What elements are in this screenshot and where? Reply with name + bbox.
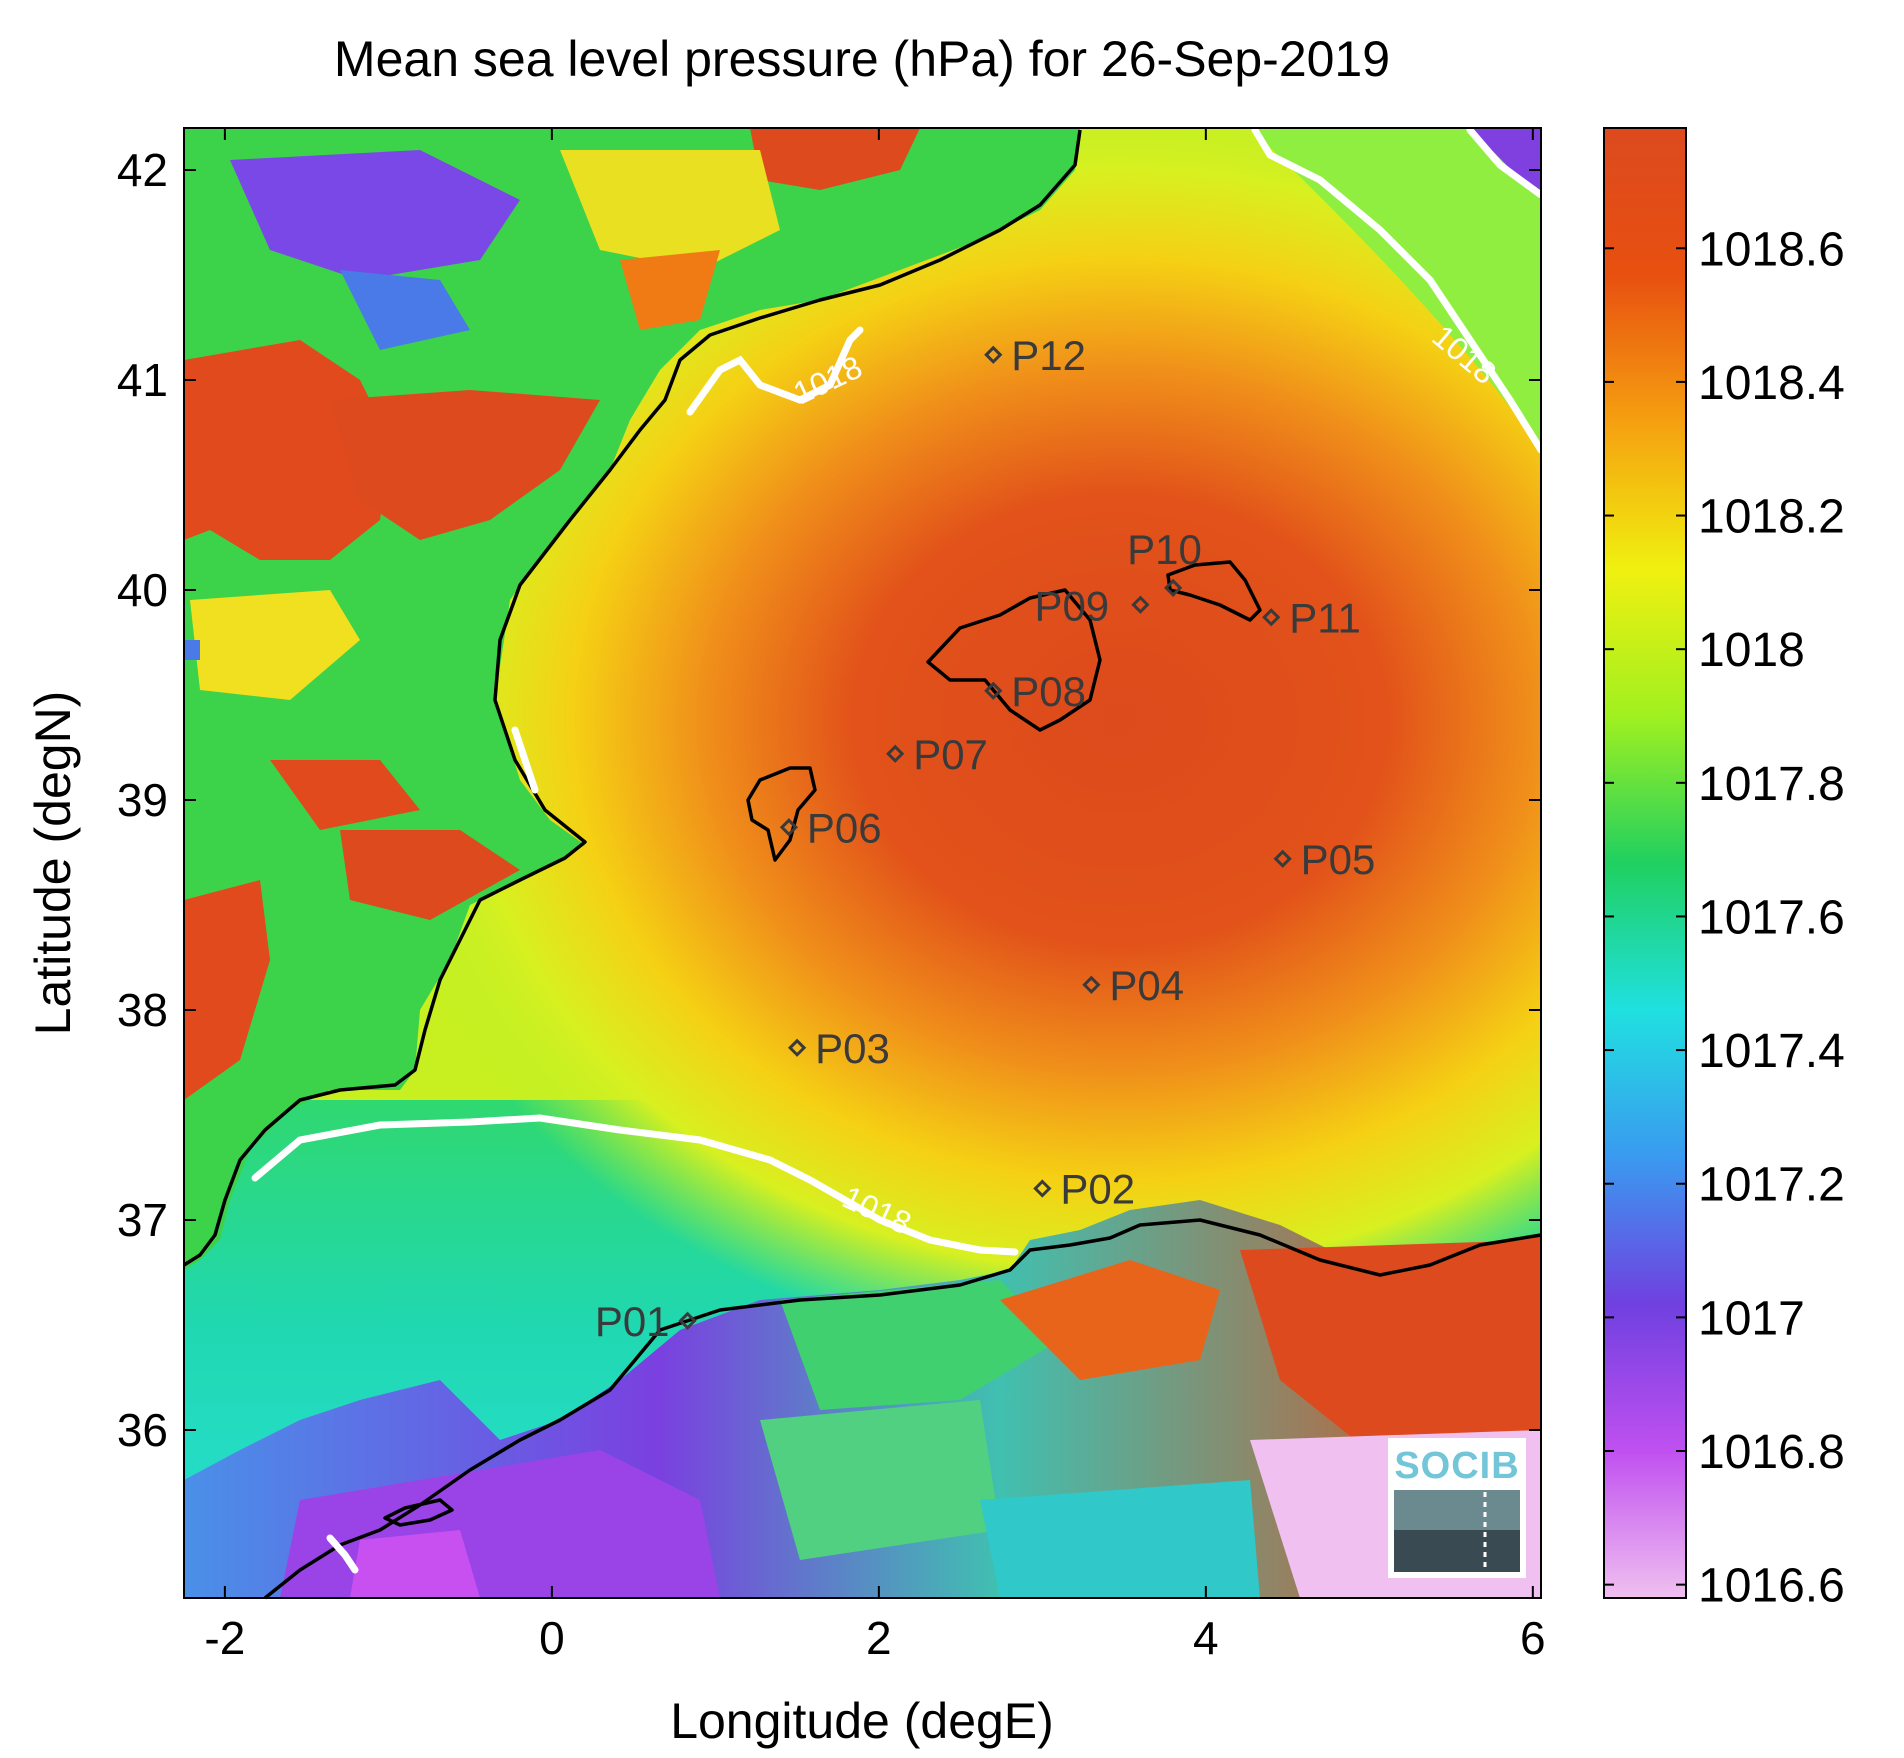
- alboran-island: [383, 1498, 454, 1527]
- colorbar-tick-label-8: 1018.2: [1698, 491, 1845, 544]
- logo-text: SOCIB: [1394, 1445, 1519, 1487]
- contour-1018-north-edge: [1466, 126, 1545, 199]
- colorbar-ticks: 1016.6 1016.8 1017 1017.2 1017.4 1017.6 1017.8…: [1604, 223, 1845, 1613]
- iberia-west-edge: [184, 640, 200, 660]
- africa-mid-blue: [980, 1480, 1260, 1598]
- colorbar-tick-label-9: 1018.4: [1698, 357, 1845, 410]
- station-label-p01: P01: [595, 1298, 670, 1345]
- colorbar-tick-label-7: 1018: [1698, 624, 1805, 677]
- contour-1018-northeast: [1251, 126, 1545, 454]
- map-frame: [183, 127, 1542, 1599]
- africa-coast-green: [780, 1280, 1060, 1410]
- pyrenees-red: [750, 128, 920, 190]
- iberia-south-red: [184, 880, 270, 1100]
- station-marker-p08: [984, 681, 1003, 700]
- iberia-highland-red: [184, 340, 390, 560]
- y-tick-label-0: 36: [117, 1404, 168, 1456]
- station-label-p12: P12: [1011, 332, 1086, 379]
- contour-1018-south: [251, 1114, 1019, 1256]
- colorbar-tick-label-5: 1017.6: [1698, 891, 1845, 944]
- africa-coastline: [263, 1218, 1542, 1600]
- x-tick-label-3: 4: [1193, 1612, 1219, 1664]
- y-tick-label-5: 41: [117, 354, 168, 406]
- station-marker-p03: [787, 1038, 807, 1057]
- ibiza-island: [746, 766, 817, 862]
- mallorca-island: [926, 588, 1102, 732]
- station-marker-p11: [1262, 608, 1281, 627]
- x-tick-label-2: 2: [866, 1612, 892, 1664]
- station-label-p03: P03: [815, 1025, 890, 1072]
- contour-1018-spain-coast: [511, 726, 539, 794]
- y-tick-label-4: 40: [117, 564, 168, 616]
- x-tick-label-1: 0: [539, 1612, 565, 1664]
- station-marker-p05: [1273, 849, 1292, 868]
- y-tick-label-6: 42: [117, 144, 168, 196]
- y-axis: 36 37 38 39 40 41 42: [117, 144, 1541, 1456]
- colorbar-tick-label-1: 1016.8: [1698, 1426, 1845, 1479]
- catalonia-yellow: [560, 150, 780, 270]
- catalonia-red: [620, 250, 720, 330]
- station-marker-p07: [886, 744, 905, 763]
- colorbar-tick-label-2: 1017: [1698, 1292, 1805, 1345]
- colorbar-tick-label-4: 1017.4: [1698, 1025, 1845, 1078]
- stations-layer: P01 P02 P03 P04 P05 P06 P07 P08 P09 P10 P11 P12: [595, 332, 1376, 1345]
- x-axis: -2 0 2 4 6: [204, 128, 1546, 1664]
- high-pressure-center: [360, 128, 1541, 1360]
- station-label-p06: P06: [807, 804, 882, 851]
- y-tick-label-1: 37: [117, 1194, 168, 1246]
- x-tick-label-0: -2: [204, 1612, 245, 1664]
- station-marker-p06: [779, 818, 799, 837]
- colorbar-tick-label-10: 1018.6: [1698, 223, 1845, 276]
- iberia-south-red-2: [340, 830, 520, 920]
- coastlines: [183, 129, 1542, 1600]
- iberia-inland-yellow: [190, 590, 360, 700]
- y-tick-label-2: 38: [117, 984, 168, 1036]
- station-label-p09: P09: [1034, 583, 1109, 630]
- contour-lines: [251, 126, 1545, 1574]
- station-marker-p04: [1082, 975, 1101, 994]
- northeast-low-region: [1250, 128, 1541, 450]
- station-label-p07: P07: [913, 731, 988, 778]
- colorbar: 1016.6 1016.8 1017 1017.2 1017.4 1017.6 1017.8…: [1603, 127, 1845, 1613]
- colorbar-frame: [1603, 127, 1687, 1599]
- y-axis-label: Latitude (degN): [25, 691, 81, 1036]
- colorbar-fill: [1604, 128, 1686, 1598]
- station-label-p10: P10: [1127, 526, 1202, 573]
- africa-magenta: [350, 1530, 480, 1598]
- station-label-p02: P02: [1060, 1166, 1135, 1213]
- iberia-purple: [230, 150, 520, 280]
- iberia-blue: [340, 270, 470, 350]
- station-label-p05: P05: [1301, 836, 1376, 883]
- colorbar-tick-label-0: 1016.6: [1698, 1560, 1845, 1613]
- contour-1018-africa-west: [326, 1534, 359, 1574]
- iberia-inland-red: [270, 760, 420, 830]
- x-axis-label: Longitude (degE): [670, 1693, 1054, 1749]
- chart-title: Mean sea level pressure (hPa) for 26-Sep…: [334, 31, 1390, 87]
- station-marker-p12: [984, 345, 1003, 364]
- y-tick-label-3: 39: [117, 774, 168, 826]
- iberia-plateau-red: [330, 390, 600, 540]
- station-label-p04: P04: [1109, 962, 1184, 1009]
- africa-mid-green: [760, 1400, 1000, 1560]
- station-label-p11: P11: [1289, 594, 1361, 641]
- station-marker-p10: [1164, 578, 1183, 598]
- x-tick-label-4: 6: [1520, 1612, 1546, 1664]
- pressure-field: [184, 128, 1541, 1598]
- contour-1018-north-coast: [686, 326, 864, 416]
- colorbar-tick-label-6: 1017.8: [1698, 758, 1845, 811]
- station-marker-p01: [678, 1311, 697, 1330]
- socib-logo: SOCIB: [1388, 1438, 1526, 1578]
- station-marker-p09: [1131, 595, 1150, 614]
- station-label-p08: P08: [1011, 668, 1086, 715]
- colorbar-tick-label-3: 1017.2: [1698, 1159, 1845, 1212]
- menorca-island: [1166, 560, 1262, 622]
- logo-gradient-lower: [1394, 1530, 1520, 1572]
- africa-coast-red: [1000, 1260, 1220, 1380]
- station-marker-p02: [1033, 1179, 1052, 1198]
- africa-interior-red: [1240, 1240, 1541, 1460]
